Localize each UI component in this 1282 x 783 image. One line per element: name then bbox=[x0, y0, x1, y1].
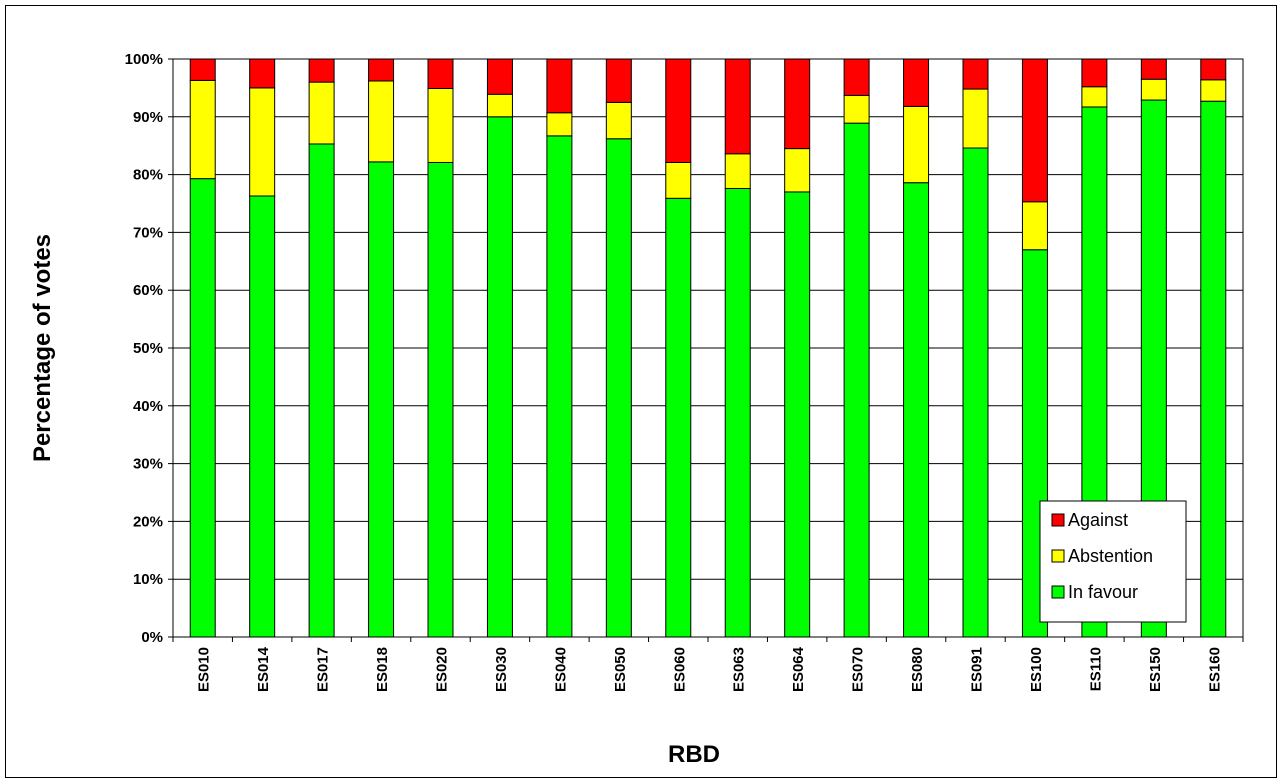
bar-segment bbox=[962, 58, 989, 90]
bar-segment bbox=[605, 138, 632, 638]
bar-segment bbox=[486, 58, 513, 95]
bar-segment bbox=[189, 178, 216, 638]
plot-area-border bbox=[172, 58, 1244, 638]
y-tick-label: 50% bbox=[133, 340, 163, 357]
bar-segment bbox=[903, 105, 930, 184]
y-tick-label: 20% bbox=[133, 513, 163, 530]
x-tick-labels: ES010 ES014 ES017 ES018 ES020 ES030 ES040 ES050… bbox=[196, 646, 1224, 692]
bar-segment bbox=[665, 161, 692, 199]
bar-segment bbox=[1140, 58, 1167, 80]
bar-segment bbox=[1200, 100, 1227, 638]
y-tick-label: 80% bbox=[133, 167, 163, 184]
bar-segment bbox=[368, 58, 395, 82]
x-tick-label: ES063 bbox=[731, 647, 748, 692]
legend-swatch bbox=[1051, 513, 1065, 527]
bar-segment bbox=[427, 87, 454, 163]
y-tick-label: 70% bbox=[133, 224, 163, 241]
bar-segment bbox=[308, 58, 335, 83]
bar-segment bbox=[784, 191, 811, 638]
bar-segment bbox=[605, 58, 632, 103]
bar-segment bbox=[546, 58, 573, 114]
bar-segment bbox=[724, 187, 751, 638]
x-tick-label: ES150 bbox=[1147, 647, 1164, 692]
bar-segment bbox=[1081, 86, 1108, 108]
bar-segment bbox=[189, 58, 216, 81]
x-tick-label: ES060 bbox=[671, 647, 688, 692]
x-tick-label: ES100 bbox=[1028, 647, 1045, 692]
bar-segment bbox=[308, 143, 335, 638]
x-tick-label: ES064 bbox=[790, 646, 807, 692]
bar-segment bbox=[843, 122, 870, 638]
x-tick-label: ES080 bbox=[909, 647, 926, 692]
y-tick-label: 10% bbox=[133, 571, 163, 588]
legend: Against Abstention In favour bbox=[1039, 500, 1187, 623]
bars bbox=[189, 58, 1227, 638]
bar-segment bbox=[1021, 58, 1048, 203]
x-tick-label: ES050 bbox=[612, 647, 629, 692]
x-tick-label: ES017 bbox=[315, 647, 332, 692]
legend-swatch bbox=[1051, 549, 1065, 563]
bar-segment bbox=[368, 80, 395, 163]
y-tick-label: 0% bbox=[141, 629, 163, 646]
bar-segment bbox=[427, 161, 454, 638]
bar-segment bbox=[368, 161, 395, 638]
bar-segment bbox=[486, 116, 513, 638]
bar-segment bbox=[843, 58, 870, 96]
y-tick-label: 30% bbox=[133, 456, 163, 473]
x-axis-title: RBD bbox=[668, 741, 720, 768]
bar-segment bbox=[427, 58, 454, 89]
bar-segment bbox=[1021, 201, 1048, 251]
legend-swatch bbox=[1051, 585, 1065, 599]
bar-segment bbox=[605, 101, 632, 140]
x-tick-label: ES070 bbox=[850, 647, 867, 692]
bar-segment bbox=[1140, 78, 1167, 101]
x-tick-label: ES018 bbox=[374, 647, 391, 692]
bar-segment bbox=[962, 147, 989, 638]
y-tick-label: 60% bbox=[133, 282, 163, 299]
x-tick-label: ES160 bbox=[1206, 647, 1223, 692]
bar-segment bbox=[724, 153, 751, 189]
bar-segment bbox=[249, 195, 276, 638]
x-tick-label: ES091 bbox=[969, 647, 986, 692]
x-tick-label: ES040 bbox=[552, 647, 569, 692]
x-tick-label: ES030 bbox=[493, 647, 510, 692]
legend-label: Abstention bbox=[1068, 546, 1153, 566]
y-axis-title: Percentage of votes bbox=[29, 234, 56, 462]
x-tick-label: ES014 bbox=[255, 646, 272, 692]
x-tick-label: ES010 bbox=[196, 647, 213, 692]
bar-segment bbox=[546, 135, 573, 638]
bar-segment bbox=[784, 148, 811, 193]
bar-segment bbox=[486, 93, 513, 118]
bar-segment bbox=[903, 58, 930, 107]
x-tick-label: ES110 bbox=[1087, 647, 1104, 691]
y-tick-label: 40% bbox=[133, 398, 163, 415]
bar-segment bbox=[665, 58, 692, 163]
legend-label: Against bbox=[1068, 510, 1128, 530]
y-tick-label: 90% bbox=[133, 109, 163, 126]
bar-segment bbox=[189, 79, 216, 180]
bar-segment bbox=[308, 81, 335, 145]
bar-segment bbox=[665, 197, 692, 638]
bar-segment bbox=[1200, 58, 1227, 81]
bar-segment bbox=[962, 88, 989, 149]
y-tick-label: 100% bbox=[125, 51, 163, 68]
bar-segment bbox=[546, 112, 573, 137]
y-tick-labels: 0% 10% 20% 30% 40% 50% 60% 70% 80% 90% 100% bbox=[125, 51, 163, 646]
bar-segment bbox=[249, 58, 276, 89]
bar-segment bbox=[1081, 58, 1108, 88]
bar-segment bbox=[1200, 79, 1227, 102]
bar-segment bbox=[784, 58, 811, 150]
bar-segment bbox=[724, 58, 751, 155]
legend-label: In favour bbox=[1068, 582, 1138, 602]
bar-segment bbox=[843, 94, 870, 124]
bar-segment bbox=[249, 87, 276, 197]
bar-segment bbox=[903, 182, 930, 638]
chart-frame bbox=[5, 5, 1277, 778]
x-tick-label: ES020 bbox=[434, 647, 451, 692]
